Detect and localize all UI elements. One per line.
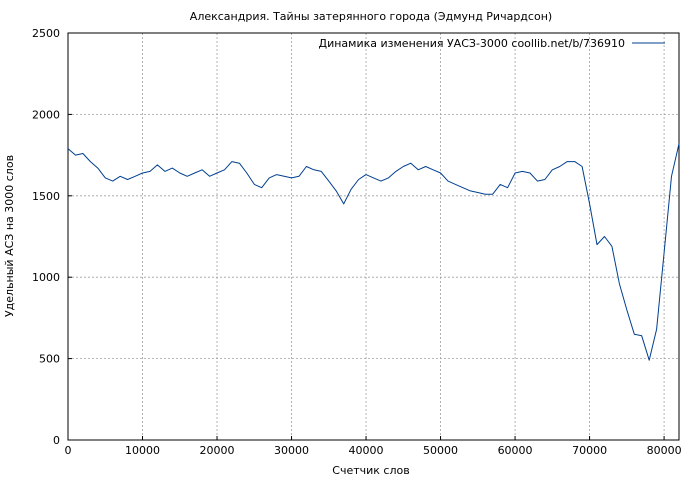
x-tick-label: 80000 [647,444,682,457]
series-layer [67,143,680,361]
x-tick-label: 10000 [125,444,160,457]
y-tick-label: 1000 [32,271,60,284]
legend: Динамика изменения УАСЗ-3000 coollib.net… [319,37,665,50]
grid-lines [68,33,679,440]
x-axis-label: Счетчик слов [332,464,409,477]
x-tick-label: 0 [65,444,72,457]
y-tick-label: 1500 [32,190,60,203]
y-tick-label: 2000 [32,108,60,121]
x-tick-label: 60000 [498,444,533,457]
x-tick-label: 70000 [572,444,607,457]
y-axis-label: Удельный АСЗ на 3000 слов [3,155,16,317]
chart-title: Александрия. Тайны затерянного города (Э… [190,10,552,23]
y-tick-label: 500 [39,353,60,366]
x-tick-label: 40000 [349,444,384,457]
legend-label: Динамика изменения УАСЗ-3000 coollib.net… [319,37,626,50]
series-line [67,143,680,361]
x-tick-label: 30000 [274,444,309,457]
y-tick-label: 2500 [32,27,60,40]
plot-frame [67,32,680,441]
x-tick-label: 20000 [200,444,235,457]
x-tick-label: 50000 [423,444,458,457]
axis-ticks: 0 10000 20000 30000 40000 50000 60000 70000 8000… [32,27,682,457]
y-tick-label: 0 [53,434,60,447]
